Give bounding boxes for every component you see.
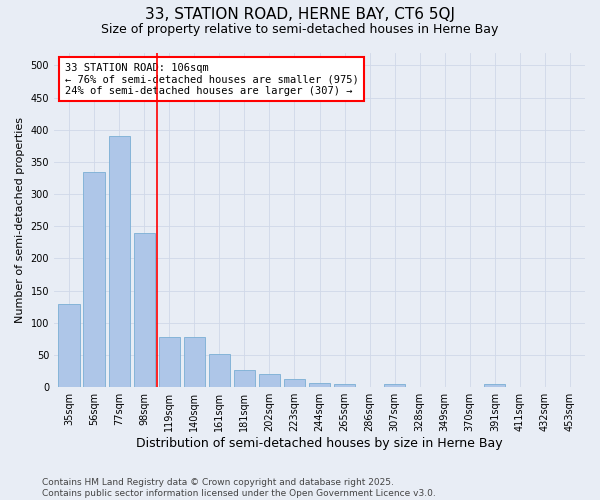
Bar — [83, 172, 105, 387]
Text: Contains HM Land Registry data © Crown copyright and database right 2025.
Contai: Contains HM Land Registry data © Crown c… — [42, 478, 436, 498]
Bar — [384, 384, 406, 387]
Y-axis label: Number of semi-detached properties: Number of semi-detached properties — [15, 117, 25, 323]
Text: 33, STATION ROAD, HERNE BAY, CT6 5QJ: 33, STATION ROAD, HERNE BAY, CT6 5QJ — [145, 8, 455, 22]
Bar — [484, 384, 505, 387]
Bar — [58, 304, 80, 387]
Bar — [309, 382, 330, 387]
Bar — [109, 136, 130, 387]
Bar — [184, 337, 205, 387]
Bar — [234, 370, 255, 387]
Bar — [334, 384, 355, 387]
Text: 33 STATION ROAD: 106sqm
← 76% of semi-detached houses are smaller (975)
24% of s: 33 STATION ROAD: 106sqm ← 76% of semi-de… — [65, 62, 358, 96]
Bar — [158, 337, 180, 387]
Bar — [259, 374, 280, 387]
Text: Size of property relative to semi-detached houses in Herne Bay: Size of property relative to semi-detach… — [101, 22, 499, 36]
Bar — [284, 379, 305, 387]
Bar — [209, 354, 230, 387]
Bar — [134, 232, 155, 387]
X-axis label: Distribution of semi-detached houses by size in Herne Bay: Distribution of semi-detached houses by … — [136, 437, 503, 450]
